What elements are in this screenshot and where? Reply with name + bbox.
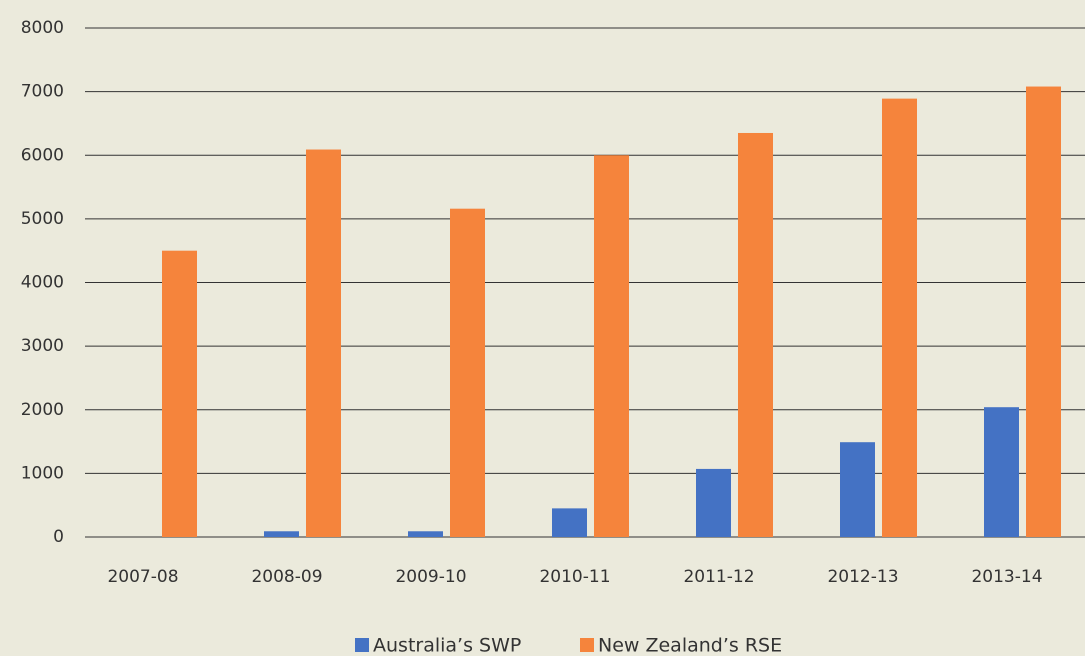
bar	[840, 442, 875, 537]
x-tick-label: 2013-14	[971, 567, 1042, 587]
y-tick-label: 3000	[21, 336, 64, 356]
y-tick-label: 1000	[21, 463, 64, 483]
bar	[552, 508, 587, 537]
bar	[984, 407, 1019, 537]
x-tick-label: 2012-13	[827, 567, 898, 587]
bar	[696, 468, 731, 537]
y-tick-label: 2000	[21, 400, 64, 420]
y-tick-label: 0	[53, 527, 64, 547]
bar	[306, 149, 341, 537]
bar	[450, 208, 485, 537]
legend-label: Australia’s SWP	[373, 635, 521, 656]
legend-label: New Zealand’s RSE	[598, 635, 782, 656]
y-tick-label: 7000	[21, 82, 64, 102]
y-tick-label: 6000	[21, 145, 64, 165]
y-tick-label: 8000	[21, 18, 64, 38]
x-tick-label: 2011-12	[683, 567, 754, 587]
y-tick-label: 5000	[21, 209, 64, 229]
x-tick-label: 2008-09	[251, 567, 322, 587]
legend-swatch	[580, 638, 594, 652]
bar	[162, 250, 197, 537]
x-tick-label: 2010-11	[539, 567, 610, 587]
y-tick-label: 4000	[21, 273, 64, 293]
bar	[594, 155, 629, 537]
x-tick-label: 2007-08	[107, 567, 178, 587]
bar	[882, 98, 917, 537]
bar	[264, 531, 299, 537]
legend-swatch	[355, 638, 369, 652]
bar	[1026, 86, 1061, 537]
x-tick-label: 2009-10	[395, 567, 466, 587]
bar	[738, 132, 773, 537]
bar	[408, 531, 443, 537]
